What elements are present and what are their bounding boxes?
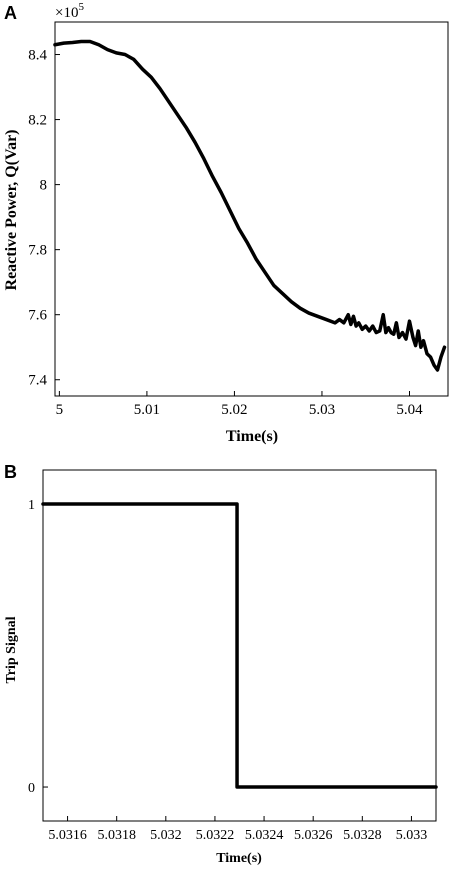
panel-a-x-axis-title: Time(s) <box>226 428 278 445</box>
panel-b-y-axis-title: Trip Signal <box>4 616 19 683</box>
panel-a-y-tick-label: 7.4 <box>28 373 47 389</box>
panel-a-plot-frame <box>54 21 449 397</box>
panel-a-y-tick-label: 8.4 <box>28 48 47 64</box>
panel-a: A ×105 5 5.01 5.02 5.03 5.04 7.4 7.6 7.8 8 8.2 8.4… <box>3 1 449 445</box>
panel-b: B 5.0316 5.0318 5.032 5.0322 5.0324 5.0326 5.0… <box>4 462 438 866</box>
panel-b-x-axis-title: Time(s) <box>216 851 262 866</box>
panel-b-x-tick-label: 5.033 <box>396 828 428 843</box>
panel-b-plot-frame <box>42 469 437 822</box>
panel-b-x-tick-label: 5.0324 <box>245 828 284 843</box>
panel-b-x-tick-label: 5.0328 <box>343 828 382 843</box>
panel-b-y-tick-label: 0 <box>28 781 35 796</box>
panel-b-y-tick-label: 1 <box>28 498 35 513</box>
panel-a-ticks: 5 5.01 5.02 5.03 5.04 7.4 7.6 7.8 8 8.2 8.4 <box>28 48 423 418</box>
panel-a-x-tick-label: 5.01 <box>134 402 160 418</box>
y-multiplier-label: ×105 <box>55 1 84 21</box>
panel-a-x-tick-label: 5.04 <box>396 402 423 418</box>
panel-a-y-axis-title: Reactive Power, Q(Var) <box>3 130 20 291</box>
panel-a-y-tick-label: 7.8 <box>28 243 47 259</box>
panel-a-x-tick-label: 5.02 <box>221 402 247 418</box>
panel-b-ticks: 5.0316 5.0318 5.032 5.0322 5.0324 5.0326 5.032… <box>28 498 427 843</box>
trip-signal-line <box>41 502 438 789</box>
panel-a-y-tick-label: 8 <box>40 178 48 194</box>
panel-a-label: A <box>4 3 17 23</box>
panel-b-x-tick-label: 5.032 <box>150 828 182 843</box>
panel-b-x-tick-label: 5.0318 <box>97 828 136 843</box>
panel-a-y-tick-label: 7.6 <box>28 308 47 324</box>
panel-a-y-tick-label: 8.2 <box>28 113 47 129</box>
reactive-power-line <box>53 39 447 372</box>
panel-a-x-tick-label: 5.03 <box>309 402 335 418</box>
panel-b-x-tick-label: 5.0316 <box>48 828 87 843</box>
panel-b-x-tick-label: 5.0322 <box>196 828 235 843</box>
panel-b-x-tick-label: 5.0326 <box>294 828 333 843</box>
panel-b-label: B <box>4 462 17 482</box>
panel-a-x-tick-label: 5 <box>56 402 64 418</box>
